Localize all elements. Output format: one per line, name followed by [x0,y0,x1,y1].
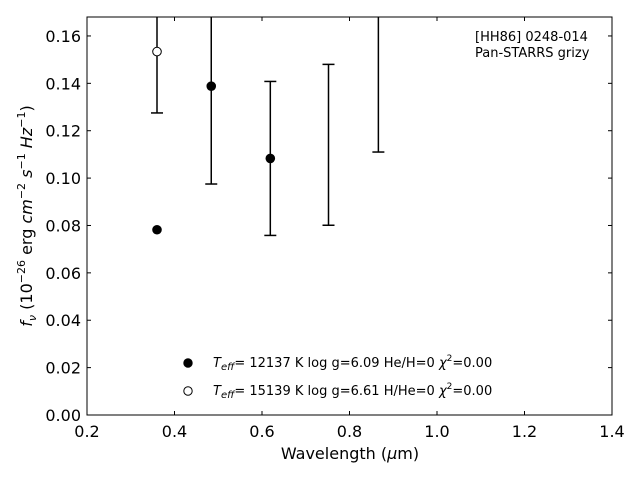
x-tick-label: 0.4 [162,422,187,441]
annotation-survey-name: Pan-STARRS grizy [475,46,590,61]
y-tick-label: 0.10 [45,169,81,188]
y-tick-label: 0.00 [45,406,81,425]
x-tick-label: 1.0 [424,422,449,441]
y-tick-label: 0.14 [45,74,81,93]
data-point-filled [206,81,217,91]
data-point-filled [152,224,162,235]
legend-label-series-1: Teff= 12137 K log g=6.09 He/H=0 χ2=0.00 [213,354,492,373]
x-axis-title: Wavelength (μm) [281,444,419,463]
data-point-open [152,46,162,57]
legend-marker-open [183,386,193,396]
annotation-object-name: [HH86] 0248-014 [475,30,588,45]
y-tick-label: 0.16 [45,27,81,46]
errorbar-group [151,17,385,237]
legend: Teff= 12137 K log g=6.09 He/H=0 χ2=0.00 … [183,354,492,401]
x-tick-label: 0.2 [74,422,99,441]
x-tick-label: 1.2 [512,422,537,441]
y-tick-label: 0.12 [45,122,81,141]
x-tick-label: 1.4 [599,422,624,441]
y-tick-label: 0.02 [45,359,81,378]
y-tick-label: 0.08 [45,216,81,235]
y-axis-title: fν (10−26 erg cm−2 s−1 Hz−1) [15,105,39,326]
y-tick-label: 0.06 [45,264,81,283]
legend-label-series-2: Teff= 15139 K log g=6.61 H/He=0 χ2=0.00 [213,382,492,401]
x-tick-label: 0.8 [337,422,362,441]
data-point-filled [265,153,276,164]
x-tick-label: 0.6 [249,422,274,441]
x-axis: 0.2 0.4 0.6 0.8 1.0 1.2 1.4 [74,17,625,441]
y-axis: 0.00 0.02 0.04 0.06 0.08 0.10 0.12 0.14 0.16 [45,27,612,425]
legend-marker-filled [183,358,193,368]
data-points [152,46,276,235]
y-tick-label: 0.04 [45,311,81,330]
